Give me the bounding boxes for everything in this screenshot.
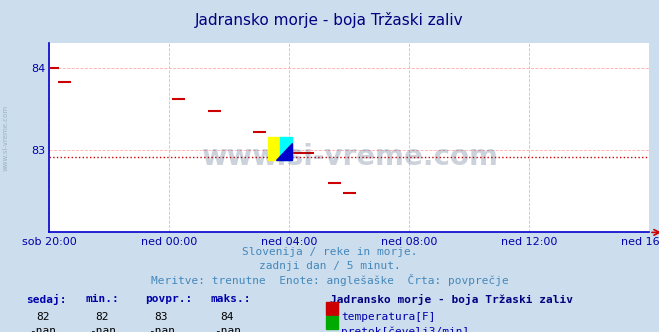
Polygon shape [275,143,293,160]
Text: 82: 82 [36,312,49,322]
Bar [268,137,280,160]
Text: www.si-vreme.com: www.si-vreme.com [201,143,498,171]
Text: Jadransko morje - boja Tržaski zaliv: Jadransko morje - boja Tržaski zaliv [330,294,573,305]
Text: -nan: -nan [89,326,115,332]
Text: 82: 82 [96,312,109,322]
Text: 83: 83 [155,312,168,322]
Text: -nan: -nan [148,326,175,332]
Text: Jadransko morje - boja Tržaski zaliv: Jadransko morje - boja Tržaski zaliv [195,12,464,28]
Text: temperatura[F]: temperatura[F] [341,312,436,322]
Text: -nan: -nan [214,326,241,332]
Text: 84: 84 [221,312,234,322]
Text: Slovenija / reke in morje.: Slovenija / reke in morje. [242,247,417,257]
Text: Meritve: trenutne  Enote: anglešaške  Črta: povprečje: Meritve: trenutne Enote: anglešaške Črta… [151,274,508,286]
Text: povpr.:: povpr.: [145,294,192,304]
Bar [280,137,293,160]
Text: min.:: min.: [86,294,119,304]
Text: sedaj:: sedaj: [26,294,67,305]
Text: zadnji dan / 5 minut.: zadnji dan / 5 minut. [258,261,401,271]
Text: maks.:: maks.: [211,294,251,304]
Text: pretok[čevelj3/min]: pretok[čevelj3/min] [341,326,470,332]
Text: www.si-vreme.com: www.si-vreme.com [2,105,9,171]
Text: -nan: -nan [30,326,56,332]
